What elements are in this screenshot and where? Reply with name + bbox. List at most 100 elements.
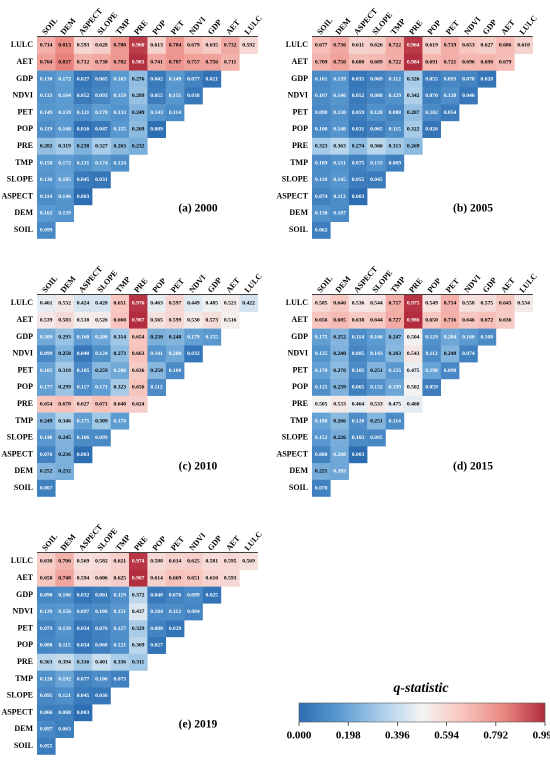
- cell-label: 0.247: [389, 334, 402, 340]
- row-label: PET: [292, 107, 308, 116]
- cell: [147, 311, 166, 329]
- cell: [55, 171, 74, 189]
- cell-label: 0.027: [77, 76, 90, 82]
- cell-label: 0.106: [77, 435, 90, 441]
- cell-label: 0.103: [352, 435, 365, 441]
- row-label: TMP: [15, 158, 33, 167]
- cell-label: 0.077: [77, 676, 90, 682]
- row-label: AET: [17, 573, 34, 582]
- cell: [440, 53, 460, 71]
- cell: [477, 295, 497, 312]
- cell-label: 0.625: [114, 575, 127, 581]
- cell: [348, 137, 368, 155]
- cell: [312, 37, 331, 54]
- cell-label: 0.146: [58, 194, 71, 200]
- cell: [73, 412, 93, 430]
- cell-label: 0.003: [77, 710, 90, 716]
- cell: [165, 37, 185, 54]
- row-label: GDP: [16, 74, 33, 83]
- cell-label: 0.139: [58, 211, 71, 217]
- cell: [312, 379, 331, 396]
- cell-label: 0.133: [114, 110, 127, 116]
- cell: [440, 311, 460, 329]
- cell: [312, 188, 331, 206]
- column-label: DEM: [59, 16, 78, 36]
- cell: [165, 53, 185, 71]
- cell: [477, 328, 497, 346]
- cell: [37, 104, 56, 122]
- cell-label: 0.206: [114, 368, 127, 374]
- cell: [73, 121, 93, 138]
- cell-label: 0.732: [224, 43, 237, 49]
- cell-label: 0.424: [77, 301, 90, 307]
- cell-label: 0.115: [58, 643, 70, 649]
- cell: [404, 379, 423, 396]
- cell: [92, 37, 111, 54]
- cell-label: 0.269: [132, 127, 145, 133]
- row-label: ASPECT: [1, 707, 33, 716]
- row-label: AET: [292, 315, 309, 324]
- row-label: NDVI: [13, 91, 33, 100]
- cell: [73, 154, 93, 172]
- cell: [367, 412, 386, 430]
- cell: [55, 345, 74, 363]
- cell-label: 0.671: [95, 401, 108, 407]
- row-label: GDP: [16, 332, 33, 341]
- column-label: POP: [426, 276, 443, 294]
- cell-label: 0.656: [315, 317, 328, 323]
- cell: [422, 53, 441, 71]
- panel-title: (a) 2000: [178, 203, 218, 215]
- cell-label: 0.669: [169, 575, 182, 581]
- cell-label: 0.159: [58, 110, 71, 116]
- cell-label: 0.727: [389, 317, 402, 323]
- cell: [73, 311, 93, 329]
- cell: [92, 569, 111, 587]
- cell-label: 0.171: [95, 385, 108, 391]
- cell-label: 0.208: [333, 452, 346, 458]
- cell-label: 0.145: [333, 177, 346, 183]
- cell-label: 0.543: [407, 351, 420, 357]
- column-label: AET: [499, 276, 517, 295]
- row-label: PRE: [17, 657, 33, 666]
- cell-label: 0.107: [315, 93, 328, 99]
- cell-label: 0.128: [370, 110, 383, 116]
- cell: [330, 463, 349, 480]
- cell-label: 0.099: [187, 592, 200, 598]
- cell: [129, 603, 148, 621]
- row-label: TMP: [15, 674, 33, 683]
- cell-label: 0.813: [58, 43, 71, 49]
- cell-label: 0.115: [389, 127, 401, 133]
- cell: [110, 345, 130, 363]
- cell: [92, 412, 111, 430]
- cell: [129, 362, 148, 380]
- row-label: LULC: [286, 298, 308, 307]
- row-label: AET: [292, 57, 309, 66]
- cell-label: 0.078: [462, 76, 475, 82]
- cell-label: 0.040: [462, 93, 475, 99]
- cell: [147, 620, 166, 638]
- cell: [385, 37, 405, 54]
- cell: [92, 687, 111, 705]
- cell: [37, 620, 56, 638]
- cell-label: 0.679: [187, 43, 200, 49]
- cell: [73, 603, 93, 621]
- cell: [348, 446, 368, 464]
- row-label: NDVI: [13, 607, 33, 616]
- cell: [440, 295, 460, 312]
- cell: [312, 205, 331, 222]
- cell: [37, 188, 56, 206]
- cell: [37, 362, 56, 380]
- cell-label: 0.974: [132, 559, 145, 565]
- cell: [496, 53, 515, 71]
- cell-label: 0.155: [114, 127, 127, 133]
- cell-label: 0.329: [132, 626, 145, 632]
- cell-label: 0.104: [150, 609, 163, 615]
- cell-label: 0.363: [40, 659, 53, 665]
- cell-label: 0.689: [370, 59, 383, 65]
- cell: [385, 70, 405, 88]
- cell: [55, 637, 74, 654]
- cell-label: 0.065: [352, 385, 365, 391]
- cell: [367, 154, 386, 172]
- cell-label: 0.656: [132, 385, 145, 391]
